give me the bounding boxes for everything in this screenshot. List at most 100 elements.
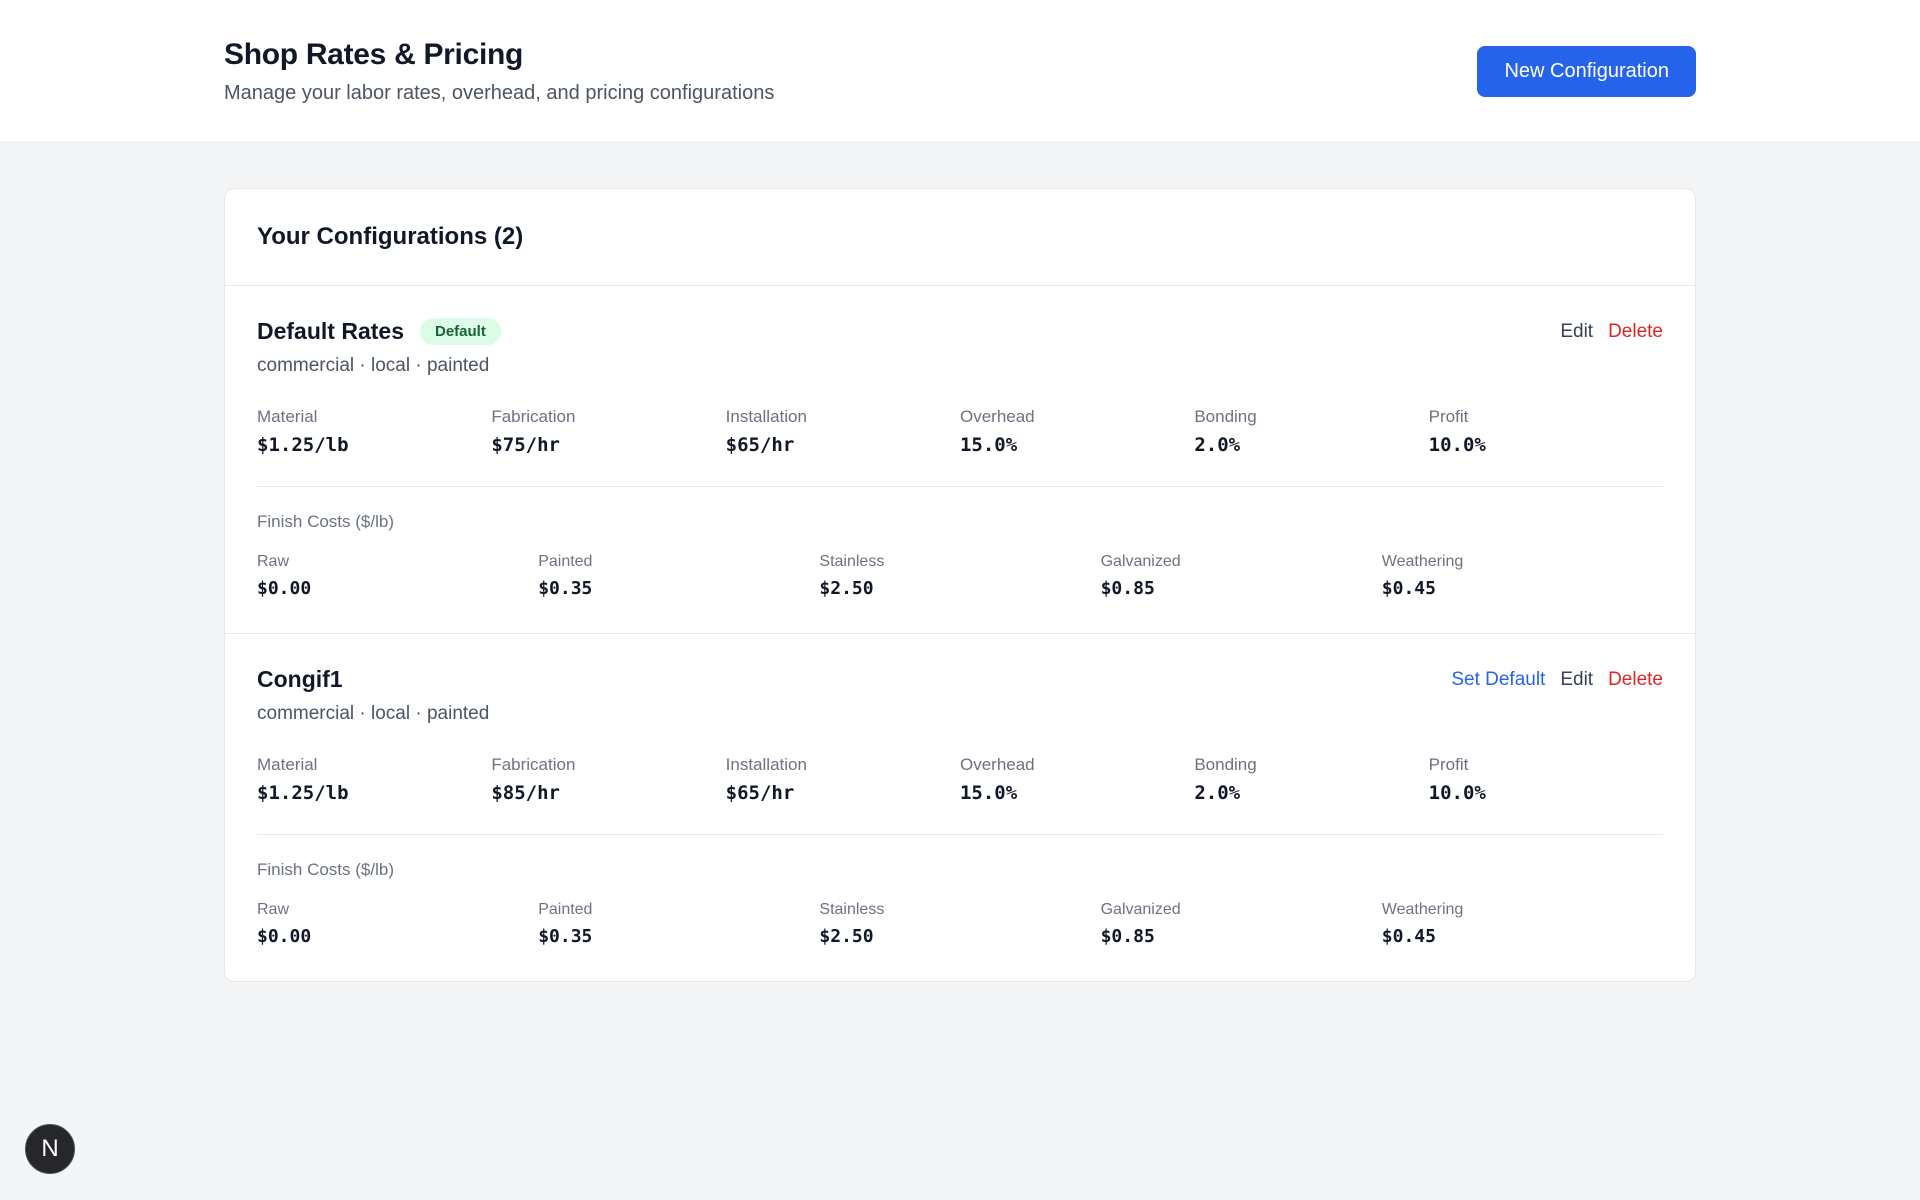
config-name: Congif1 bbox=[257, 666, 343, 692]
stat-label: Bonding bbox=[1194, 755, 1257, 774]
stat-value: $0.35 bbox=[538, 926, 593, 947]
stat-cell: Fabrication $75/hr bbox=[491, 407, 725, 456]
stat-value: $0.00 bbox=[257, 578, 312, 599]
stat-cell: Painted $0.35 bbox=[538, 901, 819, 947]
divider bbox=[257, 834, 1663, 835]
stat-label: Material bbox=[257, 407, 318, 426]
finish-costs-label: Finish Costs ($/lb) bbox=[257, 860, 394, 879]
configuration-item: Default Rates Default commercial · local… bbox=[225, 286, 1695, 633]
main-content: Your Configurations (2) Default Rates De… bbox=[0, 143, 1920, 982]
stat-cell: Overhead 15.0% bbox=[960, 755, 1194, 804]
edit-link[interactable]: Edit bbox=[1560, 321, 1594, 342]
page-subtitle: Manage your labor rates, overhead, and p… bbox=[224, 81, 775, 104]
stat-cell: Profit 10.0% bbox=[1429, 407, 1663, 456]
stat-label: Installation bbox=[725, 407, 807, 426]
configuration-item: Congif1 commercial · local · painted Set… bbox=[225, 633, 1695, 981]
finish-costs-grid: Raw $0.00 Painted $0.35 Stainless $2.50 … bbox=[257, 901, 1663, 947]
stat-value: $1.25/lb bbox=[257, 434, 349, 456]
configurations-list: Default Rates Default commercial · local… bbox=[225, 286, 1695, 981]
stat-cell: Raw $0.00 bbox=[257, 901, 538, 947]
stat-value: $0.45 bbox=[1381, 926, 1436, 947]
finish-costs-grid: Raw $0.00 Painted $0.35 Stainless $2.50 … bbox=[257, 553, 1663, 599]
page-header: Shop Rates & Pricing Manage your labor r… bbox=[0, 0, 1920, 143]
config-actions: Set Default Edit Delete bbox=[1451, 666, 1663, 691]
stat-cell: Galvanized $0.85 bbox=[1101, 901, 1382, 947]
config-heading-block: Default Rates Default commercial · local… bbox=[257, 318, 501, 377]
delete-link[interactable]: Delete bbox=[1608, 321, 1663, 342]
stat-value: 10.0% bbox=[1428, 782, 1486, 804]
page-title: Shop Rates & Pricing bbox=[224, 37, 524, 71]
edit-link[interactable]: Edit bbox=[1560, 669, 1594, 690]
rates-grid: Material $1.25/lb Fabrication $85/hr Ins… bbox=[257, 755, 1663, 804]
config-heading-block: Congif1 commercial · local · painted bbox=[257, 666, 489, 725]
stat-value: $75/hr bbox=[491, 434, 560, 456]
stat-value: $0.85 bbox=[1100, 926, 1155, 947]
stat-cell: Material $1.25/lb bbox=[257, 407, 491, 456]
stat-cell: Galvanized $0.85 bbox=[1101, 553, 1382, 599]
stat-label: Painted bbox=[538, 901, 593, 918]
stat-value: 15.0% bbox=[959, 782, 1018, 804]
stat-cell: Fabrication $85/hr bbox=[491, 755, 725, 804]
stat-value: $65/hr bbox=[725, 434, 795, 456]
stat-value: $2.50 bbox=[819, 926, 874, 947]
stat-value: $85/hr bbox=[491, 782, 560, 804]
configurations-card: Your Configurations (2) Default Rates De… bbox=[224, 188, 1696, 982]
stat-cell: Bonding 2.0% bbox=[1194, 755, 1428, 804]
stat-cell: Stainless $2.50 bbox=[819, 553, 1100, 599]
stat-cell: Installation $65/hr bbox=[726, 407, 960, 456]
stat-label: Profit bbox=[1428, 755, 1469, 774]
delete-link[interactable]: Delete bbox=[1608, 669, 1663, 690]
stat-cell: Bonding 2.0% bbox=[1194, 407, 1428, 456]
stat-label: Bonding bbox=[1194, 407, 1257, 426]
set-default-link[interactable]: Set Default bbox=[1451, 669, 1546, 690]
finish-costs-label: Finish Costs ($/lb) bbox=[257, 512, 394, 531]
stat-cell: Painted $0.35 bbox=[538, 553, 819, 599]
stat-cell: Weathering $0.45 bbox=[1382, 553, 1663, 599]
stat-value: $0.45 bbox=[1381, 578, 1436, 599]
stat-label: Raw bbox=[257, 901, 290, 918]
stat-value: 2.0% bbox=[1194, 434, 1241, 456]
stat-value: 15.0% bbox=[959, 434, 1018, 456]
stat-value: $1.25/lb bbox=[257, 782, 349, 804]
stat-label: Stainless bbox=[819, 553, 885, 570]
stat-label: Galvanized bbox=[1100, 553, 1181, 570]
stat-label: Stainless bbox=[819, 901, 885, 918]
rates-grid: Material $1.25/lb Fabrication $75/hr Ins… bbox=[257, 407, 1663, 456]
configurations-card-title: Your Configurations (2) bbox=[257, 223, 524, 250]
stat-cell: Profit 10.0% bbox=[1429, 755, 1663, 804]
stat-label: Raw bbox=[257, 553, 290, 570]
stat-value: $0.85 bbox=[1100, 578, 1155, 599]
stat-label: Painted bbox=[538, 553, 593, 570]
dev-indicator-button[interactable]: N bbox=[25, 1124, 75, 1174]
stat-cell: Overhead 15.0% bbox=[960, 407, 1194, 456]
stat-label: Overhead bbox=[959, 407, 1035, 426]
config-actions: Edit Delete bbox=[1560, 318, 1663, 343]
stat-value: 2.0% bbox=[1194, 782, 1241, 804]
stat-label: Fabrication bbox=[491, 407, 576, 426]
new-configuration-button[interactable]: New Configuration bbox=[1477, 45, 1696, 97]
config-meta: commercial · local · painted bbox=[257, 703, 490, 724]
stat-cell: Weathering $0.45 bbox=[1382, 901, 1663, 947]
stat-label: Galvanized bbox=[1100, 901, 1181, 918]
stat-label: Material bbox=[257, 755, 318, 774]
stat-value: $2.50 bbox=[819, 578, 874, 599]
stat-cell: Stainless $2.50 bbox=[819, 901, 1100, 947]
stat-cell: Raw $0.00 bbox=[257, 553, 538, 599]
stat-label: Overhead bbox=[959, 755, 1035, 774]
stat-label: Weathering bbox=[1381, 901, 1464, 918]
stat-label: Weathering bbox=[1381, 553, 1464, 570]
header-text-block: Shop Rates & Pricing Manage your labor r… bbox=[224, 38, 774, 105]
stat-cell: Material $1.25/lb bbox=[257, 755, 491, 804]
stat-value: 10.0% bbox=[1428, 434, 1486, 456]
stat-label: Installation bbox=[725, 755, 807, 774]
config-name: Default Rates bbox=[257, 318, 404, 344]
stat-value: $65/hr bbox=[725, 782, 795, 804]
divider bbox=[257, 486, 1663, 487]
stat-value: $0.00 bbox=[257, 926, 312, 947]
stat-label: Profit bbox=[1428, 407, 1469, 426]
stat-cell: Installation $65/hr bbox=[726, 755, 960, 804]
configurations-card-header: Your Configurations (2) bbox=[225, 189, 1695, 286]
default-badge: Default bbox=[419, 318, 501, 345]
config-meta: commercial · local · painted bbox=[257, 355, 490, 376]
stat-value: $0.35 bbox=[538, 578, 593, 599]
